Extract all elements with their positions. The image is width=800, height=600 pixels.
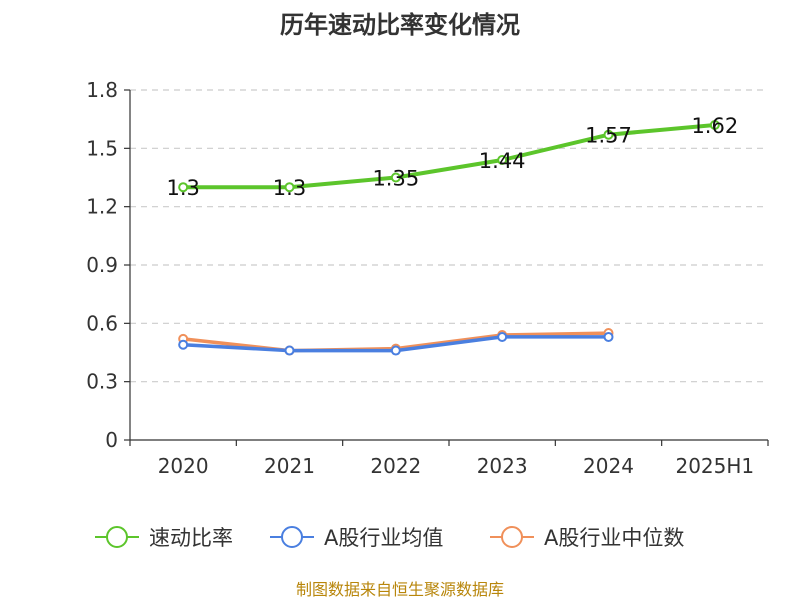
- data-point: [603, 331, 614, 342]
- data-label: 1.3: [273, 176, 306, 200]
- data-point: [497, 155, 508, 165]
- legend: 速动比率 A股行业均值 A股行业中位数: [95, 526, 684, 550]
- data-label: 1.3: [166, 176, 199, 200]
- series-1: [178, 331, 614, 356]
- data-point: [178, 339, 189, 350]
- data-labels: 1.3 1.3 1.35 1.44 1.57 1.62: [166, 114, 738, 200]
- series-layer: [178, 120, 720, 356]
- x-tick-label: 2023: [477, 454, 528, 478]
- data-point: [497, 331, 508, 342]
- source-note: 制图数据来自恒生聚源数据库: [296, 580, 504, 599]
- data-point: [284, 182, 295, 193]
- chart-title: 历年速动比率变化情况: [280, 11, 520, 39]
- grid-lines: [130, 89, 768, 383]
- legend-item-2: A股行业中位数: [490, 526, 684, 550]
- y-tick-label: 1.5: [86, 136, 118, 160]
- data-label: 1.35: [372, 167, 419, 191]
- data-point: [390, 345, 401, 356]
- y-tick-label: 0: [105, 428, 118, 452]
- x-tick-label: 2020: [158, 454, 209, 478]
- data-point: [178, 182, 189, 193]
- legend-item-1: A股行业均值: [270, 526, 443, 550]
- data-point: [603, 129, 614, 140]
- legend-label: 速动比率: [149, 526, 233, 550]
- y-tick-label: 0.3: [86, 370, 118, 394]
- series-line: [183, 123, 715, 190]
- axes: 0 0.3 0.6 0.9 1.2 1.5 1.8 2020 2021 2022 2023 2024 2…: [86, 78, 769, 478]
- x-tick-label: 2021: [264, 454, 315, 478]
- y-tick-label: 1.2: [86, 195, 118, 219]
- data-point: [284, 345, 295, 356]
- y-tick-label: 0.6: [86, 311, 118, 335]
- legend-label: A股行业中位数: [544, 526, 684, 550]
- legend-swatch-marker: [106, 526, 128, 548]
- series-0: [178, 120, 720, 193]
- y-tick-label: 0.9: [86, 253, 118, 277]
- x-tick-label: 2022: [370, 454, 421, 478]
- legend-swatch-marker: [501, 526, 523, 548]
- data-point: [709, 120, 720, 130]
- data-label: 1.57: [585, 124, 632, 148]
- legend-item-0: 速动比率: [95, 526, 233, 550]
- legend-swatch-marker: [281, 526, 303, 548]
- data-point: [390, 172, 401, 183]
- legend-label: A股行业均值: [324, 526, 443, 550]
- data-label: 1.62: [691, 114, 738, 138]
- data-label: 1.44: [479, 149, 526, 173]
- x-tick-label: 2025H1: [675, 454, 754, 478]
- y-tick-label: 1.8: [86, 78, 118, 102]
- x-tick-label: 2024: [583, 454, 634, 478]
